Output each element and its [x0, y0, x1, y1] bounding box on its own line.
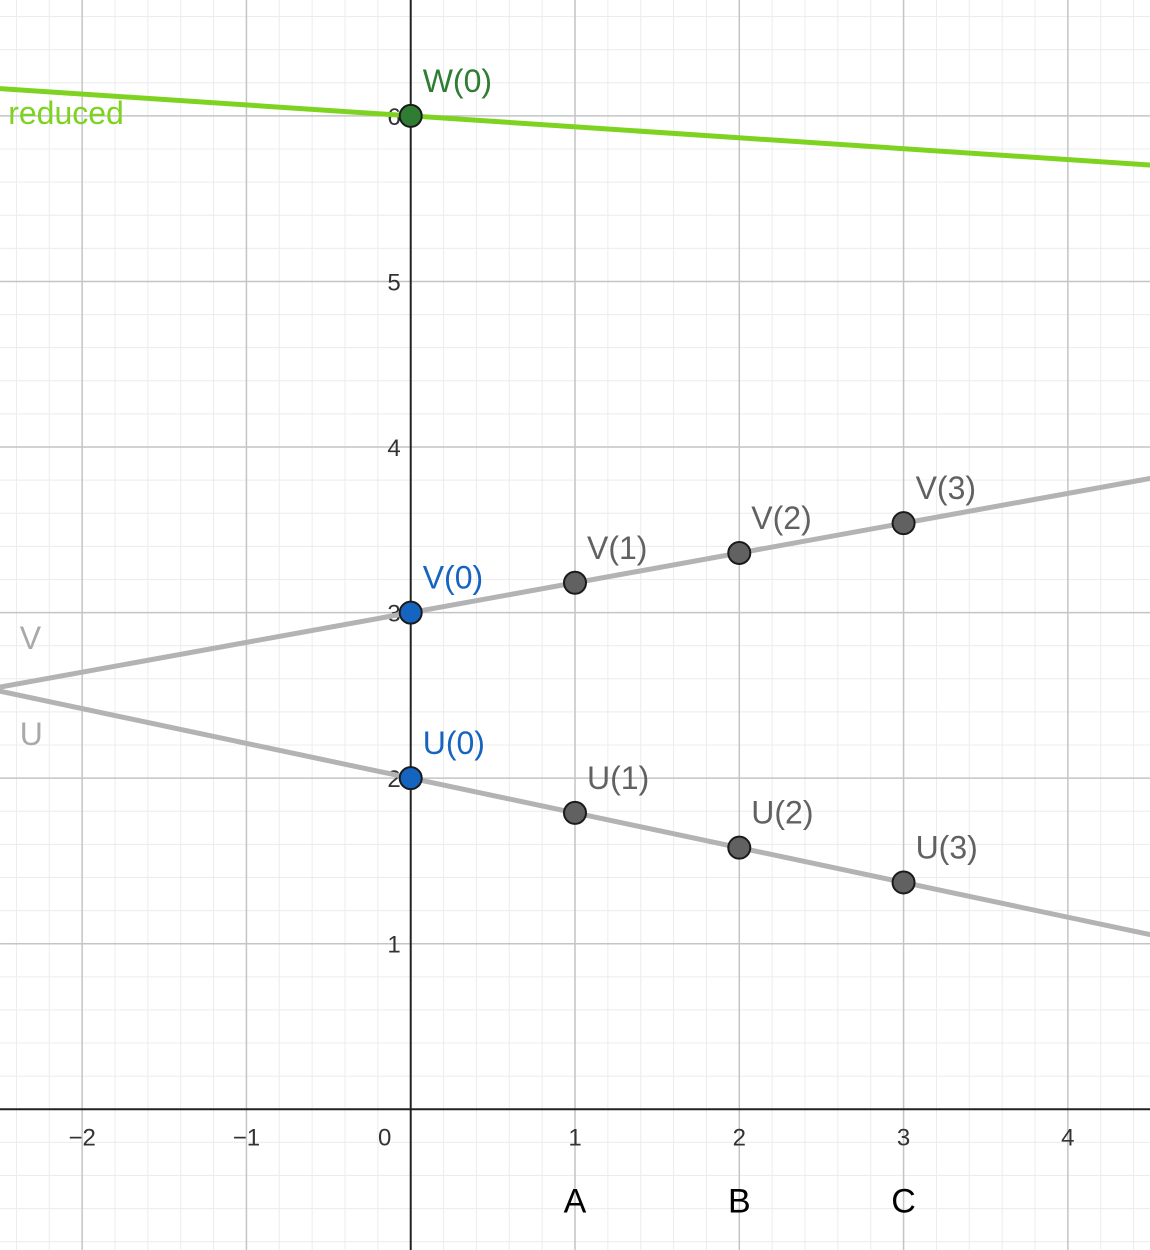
- point-labels: W(0) V(0) U(0) V(1) V(2) V(3) U(1) U(2) U(3): [423, 63, 978, 866]
- point-label: V(1): [587, 530, 647, 566]
- point-U3: [891, 870, 916, 895]
- line-label-reduced: reduced: [8, 95, 124, 131]
- tick-labels: −2−101234123456: [68, 104, 1074, 1151]
- point-U1: [563, 800, 587, 825]
- x-tick-label: 2: [733, 1124, 746, 1151]
- y-tick-label: 5: [387, 269, 400, 296]
- y-tick-label: 1: [387, 932, 400, 959]
- line-label-V: V: [20, 620, 42, 656]
- below-axis-label: C: [891, 1182, 916, 1220]
- y-tick-label: 2: [387, 766, 400, 793]
- x-tick-label: −2: [68, 1124, 95, 1151]
- x-tick-label: −1: [233, 1124, 260, 1151]
- point-label: W(0): [423, 63, 492, 99]
- line-labels: reduced V U: [8, 95, 124, 752]
- point-label: V(2): [751, 500, 811, 536]
- below-axis-label: A: [564, 1182, 587, 1220]
- line-label-U: U: [20, 716, 43, 752]
- point-U0: [398, 766, 423, 791]
- point-V3: [891, 511, 916, 536]
- point-label: V(0): [423, 560, 483, 596]
- x-tick-label: 3: [897, 1124, 910, 1151]
- point-label: U(3): [916, 829, 978, 865]
- below-axis-labels: A B C: [564, 1182, 916, 1220]
- points: [398, 103, 916, 895]
- x-tick-label: 1: [568, 1124, 581, 1151]
- point-U2: [727, 835, 752, 860]
- point-label: U(0): [423, 725, 485, 761]
- point-label: U(2): [751, 795, 813, 831]
- below-axis-label: B: [728, 1182, 751, 1220]
- y-tick-label: 4: [387, 435, 400, 462]
- line-reduced: [0, 86, 1150, 168]
- y-tick-label: 6: [387, 104, 400, 131]
- point-V2: [727, 540, 752, 565]
- point-label: V(3): [916, 470, 976, 506]
- point-label: U(1): [587, 760, 649, 796]
- x-tick-label: 0: [378, 1124, 391, 1151]
- x-tick-label: 4: [1061, 1124, 1074, 1151]
- point-V0: [398, 600, 423, 625]
- point-W0: [398, 103, 423, 128]
- point-V1: [563, 570, 587, 595]
